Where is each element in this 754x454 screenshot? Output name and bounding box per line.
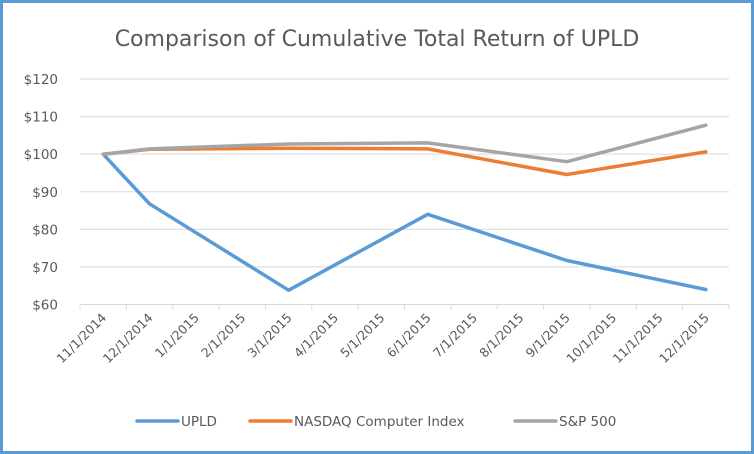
y-tick-label: $70 [32, 260, 58, 276]
x-tick-label: 4/1/2015 [291, 310, 341, 360]
gridlines [80, 78, 729, 268]
y-tick-label: $100 [24, 147, 58, 163]
series-lines [101, 123, 708, 292]
legend: UPLD NASDAQ Computer Index S&P 500 [135, 414, 616, 430]
x-tick-label: 12/1/2014 [100, 310, 156, 366]
y-tick-label: $90 [32, 185, 58, 201]
legend-label: S&P 500 [559, 414, 616, 430]
series-line-nasdaq-computer-index [101, 146, 708, 177]
x-axis: 11/1/201412/1/20141/1/20152/1/20153/1/20… [53, 304, 730, 366]
legend-label: UPLD [181, 414, 217, 430]
x-tick-label: 3/1/2015 [244, 310, 294, 360]
y-tick-label: $80 [32, 222, 58, 238]
chart-title: Comparison of Cumulative Total Return of… [115, 27, 640, 52]
y-tick-label: $110 [24, 110, 58, 126]
x-tick-label: 12/1/2015 [656, 310, 712, 366]
x-tick-label: 2/1/2015 [198, 310, 248, 360]
x-tick-label: 8/1/2015 [476, 310, 526, 360]
y-tick-label: $120 [24, 72, 58, 88]
x-tick-label: 6/1/2015 [383, 310, 433, 360]
legend-label: NASDAQ Computer Index [294, 414, 465, 430]
x-tick-label: 1/1/2015 [152, 310, 202, 360]
x-tick-label: 7/1/2015 [430, 310, 480, 360]
series-line-s-p-500 [101, 123, 708, 164]
y-tick-label: $60 [32, 298, 58, 314]
series-line-upld [101, 152, 708, 292]
y-axis-ticks: $60 $70 $80 $90 $100 $110 $120 [24, 72, 58, 314]
x-tick-label: 5/1/2015 [337, 310, 387, 360]
